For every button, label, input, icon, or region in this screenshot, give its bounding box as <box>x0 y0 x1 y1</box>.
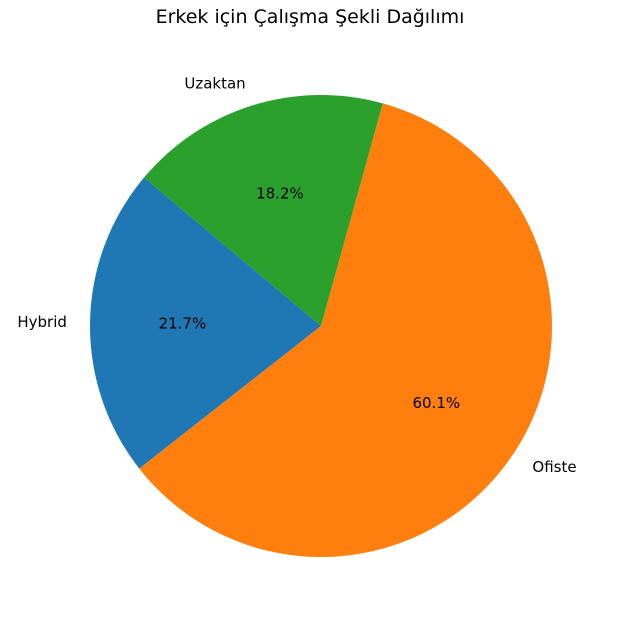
pie-pct-label-uzaktan: 18.2% <box>256 185 304 203</box>
pie-slice-uzaktan <box>144 95 383 327</box>
pie-labels: 21.7% Hybrid 60.1% Ofiste 18.2% Uzaktan <box>17 74 576 476</box>
pie-category-label-hybrid: Hybrid <box>17 313 67 331</box>
chart-title: Erkek için Çalışma Şekli Dağılımı <box>155 6 465 28</box>
pie-slice-hybrid <box>89 177 321 469</box>
pie-slices <box>89 95 552 558</box>
pie-pct-label-hybrid: 21.7% <box>159 315 207 333</box>
pie-pct-label-ofiste: 60.1% <box>412 394 460 412</box>
pie-category-label-uzaktan: Uzaktan <box>184 74 245 92</box>
pie-slice-ofiste <box>139 103 552 558</box>
pie-category-label-ofiste: Ofiste <box>532 458 576 476</box>
